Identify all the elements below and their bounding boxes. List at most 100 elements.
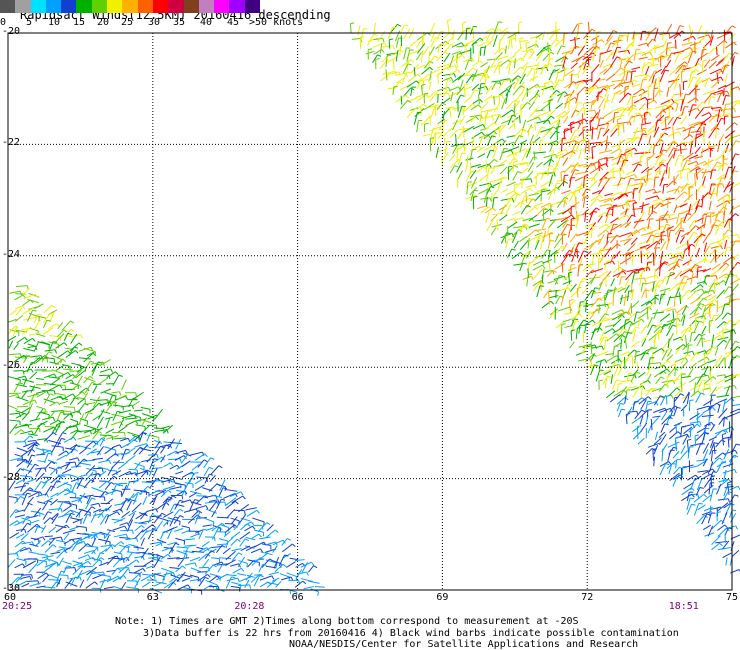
wind-barb: [442, 97, 451, 104]
wind-barb-flag: [683, 127, 687, 132]
wind-barb-flag: [723, 339, 728, 343]
wind-barb: [16, 458, 27, 461]
wind-barb-flag: [574, 318, 579, 321]
wind-barb-flag: [715, 275, 718, 280]
wind-barb-flag: [375, 58, 380, 60]
wind-barb-flag: [464, 83, 469, 86]
wind-barb: [693, 494, 705, 503]
wind-barb: [722, 552, 732, 559]
wind-barb-flag: [373, 33, 378, 37]
wind-barb: [14, 485, 27, 489]
wind-barb: [725, 525, 736, 530]
wind-barb-flag: [368, 48, 373, 51]
wind-barb: [667, 198, 669, 209]
wind-barb-flag: [577, 73, 580, 79]
wind-barb: [511, 229, 520, 238]
wind-barb: [703, 376, 714, 385]
wind-barb: [700, 49, 703, 61]
wind-barb-flag: [126, 522, 130, 527]
wind-barb: [693, 503, 700, 516]
wind-barb-flag: [482, 135, 487, 138]
wind-barb: [641, 51, 650, 56]
wind-barb-flag: [204, 453, 208, 458]
wind-barb: [715, 385, 723, 392]
wind-barb: [693, 121, 704, 127]
wind-barb: [496, 219, 499, 231]
wind-barb-flag: [450, 77, 454, 82]
wind-barb: [513, 127, 523, 138]
wind-barb-flag: [671, 98, 675, 103]
wind-barb: [386, 71, 400, 76]
wind-barb: [44, 535, 53, 538]
wind-barb-flag: [502, 177, 507, 179]
wind-barb: [43, 327, 54, 335]
wind-barb: [127, 431, 140, 437]
wind-barb: [687, 368, 694, 379]
wind-barb: [693, 321, 700, 333]
wind-barb: [35, 333, 46, 337]
wind-barb: [575, 142, 581, 151]
wind-barb: [547, 279, 556, 284]
wind-barb: [716, 90, 728, 95]
wind-barb-flag: [550, 300, 554, 305]
wind-barb-flag: [71, 538, 76, 543]
wind-barb: [709, 370, 712, 383]
wind-barb: [653, 177, 656, 189]
wind-barb: [490, 94, 503, 99]
wind-barb: [308, 580, 320, 584]
wind-barb-flag: [628, 152, 633, 155]
wind-barb: [723, 180, 731, 193]
wind-barb: [709, 387, 717, 397]
wind-barb-flag: [547, 249, 552, 252]
wind-barb: [619, 108, 626, 118]
wind-barb-flag: [535, 43, 539, 48]
wind-barb: [106, 435, 119, 440]
wind-barb: [652, 449, 654, 461]
wind-barb: [661, 347, 671, 354]
wind-barb: [577, 45, 586, 56]
wind-barb: [13, 382, 20, 393]
wind-barb-flag: [27, 355, 32, 358]
wind-barb: [680, 156, 684, 167]
wind-barb: [674, 78, 679, 90]
wind-barb: [84, 533, 96, 539]
wind-barb: [589, 120, 592, 131]
wind-barb: [584, 101, 596, 104]
wind-barb: [554, 162, 558, 173]
wind-barb: [680, 99, 684, 112]
wind-barb-flag: [659, 217, 664, 219]
wind-barb: [51, 445, 64, 448]
wind-barb: [703, 478, 711, 488]
wind-barb: [92, 557, 102, 562]
wind-barb: [125, 454, 136, 463]
wind-barb: [156, 538, 167, 544]
wind-barb: [68, 346, 75, 357]
wind-barb: [716, 241, 724, 249]
wind-barb-flag: [269, 558, 274, 562]
wind-barb: [443, 136, 446, 145]
wind-barb-flag: [478, 92, 483, 95]
wind-barb-flag: [34, 463, 39, 467]
wind-barb: [731, 283, 739, 293]
wind-barb: [654, 247, 657, 260]
wind-barb-flag: [699, 303, 705, 306]
wind-barb: [265, 541, 276, 546]
wind-barb-flag: [676, 264, 680, 268]
wind-barb: [514, 46, 523, 55]
wind-barb-flag: [124, 525, 128, 530]
wind-barb-flag: [87, 561, 92, 565]
wind-barb: [216, 531, 226, 533]
wind-barb: [14, 546, 25, 555]
wind-barb: [624, 278, 630, 287]
wind-barb: [539, 47, 550, 54]
wind-barb-flag: [526, 204, 531, 208]
wind-barb: [603, 240, 610, 249]
wind-barb-flag: [286, 538, 291, 541]
wind-barb-flag: [519, 37, 524, 40]
wind-barb: [295, 569, 303, 580]
wind-barb-flag: [582, 62, 587, 64]
wind-barb: [703, 132, 705, 145]
wind-barb-flag: [427, 79, 430, 84]
wind-barb: [535, 235, 541, 244]
wind-barb: [610, 278, 615, 287]
